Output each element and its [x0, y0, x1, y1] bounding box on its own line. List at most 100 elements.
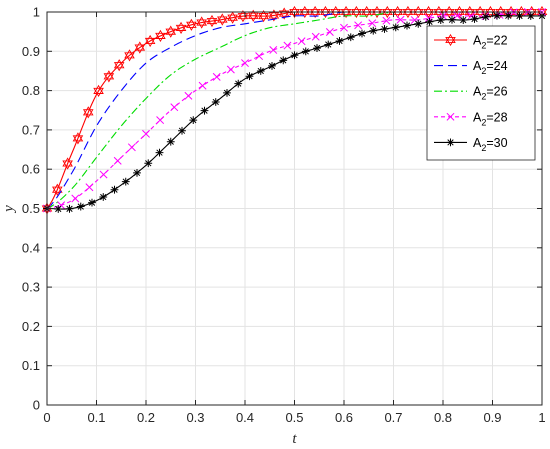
- data-point: [290, 51, 299, 60]
- legend-label: A2=30: [473, 136, 508, 153]
- data-point: [175, 21, 187, 34]
- data-point: [121, 177, 130, 186]
- x-tick-label: 0.1: [87, 410, 105, 425]
- data-point: [504, 11, 513, 20]
- data-point: [170, 103, 179, 112]
- data-point: [211, 98, 220, 106]
- y-tick-label: 1: [33, 5, 40, 20]
- data-point: [103, 70, 115, 83]
- data-point: [255, 52, 264, 61]
- data-point: [396, 15, 405, 24]
- legend-label: A2=26: [473, 85, 508, 102]
- data-point: [443, 5, 455, 19]
- data-point: [358, 29, 366, 38]
- x-tick-label: 0.5: [285, 410, 303, 425]
- x-tick-label: 0.7: [384, 410, 402, 425]
- data-point: [54, 205, 63, 213]
- data-point: [212, 72, 221, 81]
- data-point: [76, 202, 85, 211]
- data-point: [88, 198, 96, 207]
- data-point: [425, 17, 434, 26]
- y-tick-label: 0.1: [22, 358, 40, 373]
- y-tick-label: 0.4: [22, 240, 40, 255]
- data-point: [65, 204, 74, 213]
- ticks: 0 0.1 0.2 0.3 0.4 0.5 0.6 0.7 0.8 0.9 1 0 0.1 0.2 0.3 0…: [22, 5, 546, 426]
- data-point: [446, 138, 455, 147]
- data-point: [402, 5, 414, 19]
- data-point: [99, 170, 108, 179]
- x-tick-label: 0.6: [335, 410, 353, 425]
- data-point: [186, 18, 197, 31]
- x-tick-label: 0.3: [186, 410, 204, 425]
- data-point: [445, 33, 456, 47]
- data-point: [155, 29, 166, 42]
- x-tick-label: 0.9: [483, 410, 501, 425]
- data-point: [391, 23, 400, 32]
- data-point: [453, 11, 462, 20]
- data-point: [297, 37, 306, 46]
- y-tick-label: 0.6: [22, 162, 40, 177]
- y-tick-label: 0.9: [22, 44, 40, 59]
- data-point: [245, 72, 254, 81]
- data-point: [200, 106, 209, 115]
- data-point: [155, 148, 164, 157]
- data-point: [93, 84, 104, 98]
- legend-box: [426, 25, 536, 161]
- legend-entry: A2=22: [434, 34, 508, 51]
- legend-entry: A2=30: [434, 136, 508, 153]
- data-point: [354, 21, 363, 30]
- data-point: [361, 5, 372, 19]
- data-point: [226, 65, 235, 74]
- x-tick-label: 0.2: [137, 410, 155, 425]
- legend-label: A2=22: [473, 34, 508, 51]
- data-point: [382, 5, 393, 19]
- data-point: [351, 5, 362, 19]
- data-point: [346, 33, 355, 42]
- data-point: [124, 49, 135, 62]
- data-point: [433, 5, 445, 19]
- data-point: [392, 5, 403, 19]
- x-axis-label: t: [292, 431, 297, 447]
- data-point: [127, 143, 136, 152]
- data-point: [71, 194, 80, 203]
- data-point: [311, 32, 320, 41]
- data-point: [52, 183, 63, 196]
- data-point: [454, 5, 465, 19]
- data-point: [325, 28, 334, 36]
- legend: A2=22 A2=24 A2=26 A2=28 A2=30: [426, 25, 536, 161]
- data-point: [268, 9, 280, 22]
- y-axis-label: y: [1, 205, 17, 214]
- data-point: [493, 11, 501, 20]
- series-line: [46, 11, 542, 210]
- data-point: [313, 44, 321, 52]
- data-point: [241, 59, 249, 68]
- data-point: [301, 47, 310, 56]
- x-tick-label: 0.8: [434, 410, 452, 425]
- data-point: [340, 23, 348, 32]
- data-point: [144, 159, 153, 168]
- data-point: [459, 16, 468, 24]
- data-point: [247, 9, 259, 22]
- data-point: [256, 67, 265, 75]
- data-point: [299, 5, 311, 19]
- y-tick-label: 0.8: [22, 83, 40, 98]
- data-point: [227, 11, 238, 24]
- data-point: [369, 26, 378, 35]
- data-point: [142, 129, 150, 138]
- data-point: [82, 106, 94, 119]
- legend-label: A2=24: [473, 59, 508, 76]
- data-point: [436, 16, 445, 24]
- y-tick-label: 0.2: [22, 319, 40, 334]
- data-point: [110, 185, 119, 194]
- data-point: [446, 112, 455, 121]
- data-point: [113, 156, 122, 165]
- y-tick-label: 0: [33, 398, 40, 413]
- data-point: [269, 46, 278, 54]
- data-point: [470, 15, 479, 23]
- y-tick-label: 0.3: [22, 280, 40, 295]
- data-point: [166, 137, 175, 146]
- x-tick-label: 0: [43, 410, 50, 425]
- data-point: [99, 193, 108, 201]
- data-point: [189, 116, 198, 125]
